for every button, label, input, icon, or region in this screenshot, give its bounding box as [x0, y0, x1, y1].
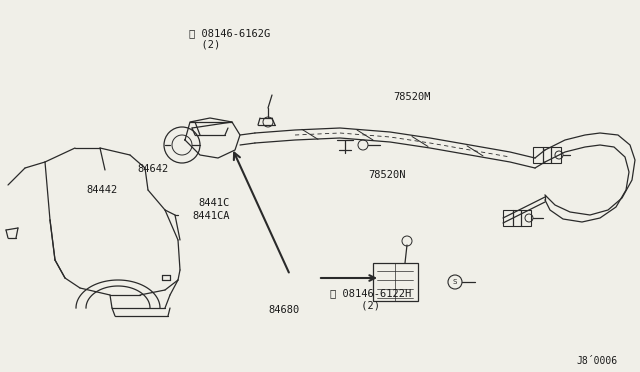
- Text: 84442: 84442: [86, 185, 118, 195]
- Text: 84680: 84680: [269, 305, 300, 314]
- Text: S: S: [453, 279, 457, 285]
- Text: 8441C: 8441C: [198, 198, 230, 208]
- Text: 84642: 84642: [138, 164, 169, 174]
- Text: J8´0006: J8´0006: [576, 356, 617, 366]
- Text: 78520M: 78520M: [394, 92, 431, 102]
- Text: Ⓑ 08146-6162G
  (2): Ⓑ 08146-6162G (2): [189, 28, 270, 50]
- Text: 8441CA: 8441CA: [192, 211, 230, 221]
- Text: 78520N: 78520N: [368, 170, 406, 180]
- Text: Ⓢ 08146-6122H
     (2): Ⓢ 08146-6122H (2): [330, 289, 411, 310]
